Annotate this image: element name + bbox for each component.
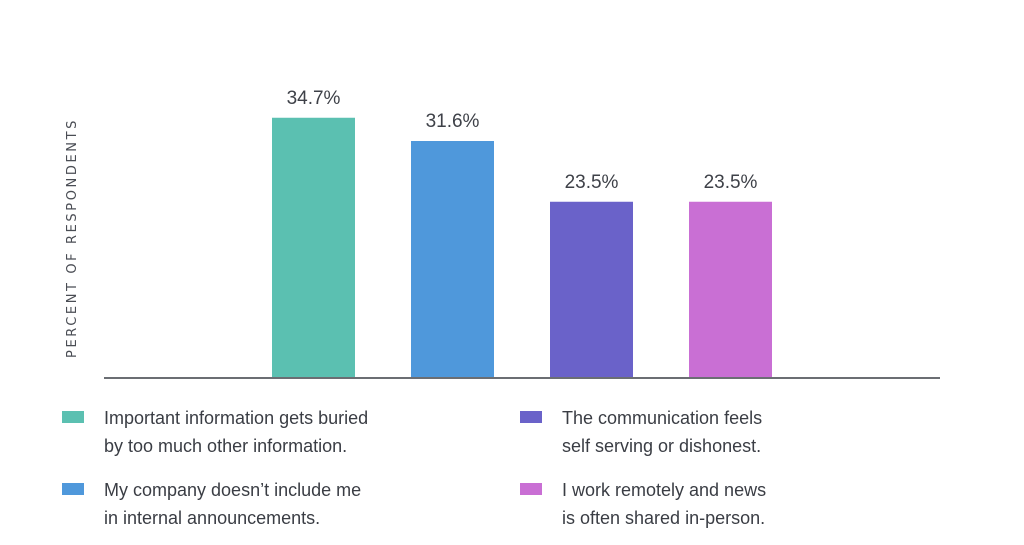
bar-chart: PERCENT OF RESPONDENTS 34.7% 31.6% 23.5% 23… <box>65 88 940 379</box>
legend-item-not-included: My company doesn’t include me in interna… <box>62 476 434 532</box>
legend-swatch <box>520 483 542 495</box>
legend-line: is often shared in-person. <box>562 508 766 528</box>
bar-value-label-4: 23.5% <box>704 172 758 193</box>
bar-1 <box>272 117 355 378</box>
legend-line: Important information gets buried <box>104 408 369 428</box>
legend-line: My company doesn’t include me <box>104 480 362 500</box>
bar-value-label-2: 31.6% <box>426 111 480 132</box>
legend-swatch <box>62 483 84 495</box>
legend-item-self-serving: The communication feels self serving or … <box>520 404 892 460</box>
legend-swatch <box>520 411 542 423</box>
legend-line: The communication feels <box>562 408 763 428</box>
bar-value-label-3: 23.5% <box>565 172 619 193</box>
bars: 34.7% 31.6% 23.5% 23.5% <box>272 88 772 378</box>
legend-item-buried-information: Important information gets buried by too… <box>62 404 434 460</box>
bar-3 <box>550 201 633 378</box>
legend-line: self serving or dishonest. <box>562 436 762 456</box>
bar-value-label-1: 34.7% <box>287 88 341 109</box>
bar-2 <box>411 141 494 378</box>
legend-line: I work remotely and news <box>562 480 767 500</box>
legend-text: I work remotely and news is often shared… <box>562 476 892 532</box>
legend-line: in internal announcements. <box>104 508 321 528</box>
legend-text: Important information gets buried by too… <box>104 404 434 460</box>
bar-4 <box>689 201 772 378</box>
legend-item-remote-work: I work remotely and news is often shared… <box>520 476 892 532</box>
legend-line: by too much other information. <box>104 436 348 456</box>
legend-swatch <box>62 411 84 423</box>
y-axis-label: PERCENT OF RESPONDENTS <box>65 118 80 358</box>
legend-text: My company doesn’t include me in interna… <box>104 476 434 532</box>
legend-text: The communication feels self serving or … <box>562 404 892 460</box>
